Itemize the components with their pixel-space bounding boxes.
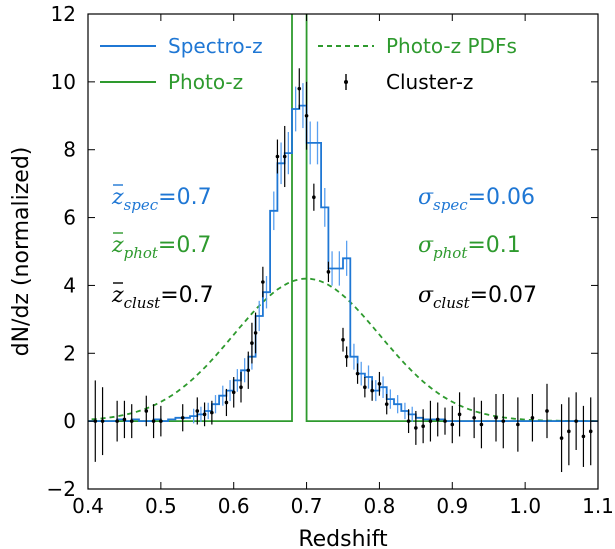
y-tick-label: 4 xyxy=(63,273,76,297)
cluster-point xyxy=(559,436,564,440)
y-tick-label: 8 xyxy=(63,138,76,162)
x-axis-label: Redshift xyxy=(298,527,388,549)
cluster-point xyxy=(574,419,578,423)
cluster-point xyxy=(261,280,265,284)
cluster-point xyxy=(581,434,586,439)
cluster-point xyxy=(567,429,571,434)
y-tick-label: 0 xyxy=(63,409,76,433)
cluster-point xyxy=(501,419,506,423)
cluster-point xyxy=(129,419,134,423)
y-tick-label: 12 xyxy=(51,2,76,26)
y-tick-label: 6 xyxy=(63,206,76,230)
y-tick-label: −2 xyxy=(47,477,76,501)
stat-z-phot: zphot=0.7 xyxy=(111,233,211,262)
cluster-point xyxy=(341,337,345,342)
cluster-point xyxy=(494,415,498,420)
cluster-point xyxy=(457,412,462,417)
cluster-point xyxy=(516,422,520,427)
cluster-point xyxy=(231,390,236,395)
cluster-point xyxy=(180,415,185,420)
cluster-point xyxy=(282,154,287,159)
series-photo-z-pdfs xyxy=(91,277,595,422)
cluster-point xyxy=(450,422,455,427)
cluster-point xyxy=(297,86,302,91)
legend-label: Spectro-z xyxy=(168,34,263,58)
x-tick-label: 0.4 xyxy=(72,494,104,518)
cluster-point xyxy=(370,388,374,393)
cluster-point xyxy=(406,419,411,423)
stat-z-clust: zclust=0.7 xyxy=(111,283,214,312)
cluster-point xyxy=(588,429,593,434)
plot-frame xyxy=(87,13,599,490)
cluster-point xyxy=(253,331,258,335)
cluster-point xyxy=(115,419,119,423)
y-tick-label: 10 xyxy=(51,70,76,94)
legend-label: Photo-z xyxy=(168,70,243,94)
series-spectro-z xyxy=(88,104,598,422)
cluster-point xyxy=(435,417,440,422)
cluster-point xyxy=(472,415,476,420)
statistics-annotations: zspec=0.7 zphot=0.7 zclust=0.7 σspec=0.06 σp… xyxy=(111,184,537,312)
legend: Spectro-z Photo-z PDFs Photo-z Cluster-z xyxy=(100,34,517,94)
axis-ticks: 0.4 0.5 0.6 0.7 0.8 0.9 1.0 1.1 −2 0 2 4 6 8 10 12 xyxy=(47,2,614,518)
cluster-point xyxy=(363,385,367,390)
x-tick-label: 0.7 xyxy=(291,494,323,518)
series-photo-z xyxy=(88,14,598,423)
cluster-point xyxy=(202,412,207,417)
cluster-point xyxy=(530,415,535,420)
x-tick-label: 0.9 xyxy=(436,494,468,518)
cluster-point xyxy=(144,409,149,413)
cluster-point xyxy=(428,419,433,423)
y-tick-label: 2 xyxy=(63,341,76,365)
x-tick-label: 0.8 xyxy=(364,494,396,518)
x-tick-label: 0.5 xyxy=(145,494,177,518)
legend-label: Photo-z PDFs xyxy=(386,34,517,58)
legend-label: Cluster-z xyxy=(386,70,473,94)
cluster-point xyxy=(250,341,254,345)
stat-sigma-clust: σclust=0.07 xyxy=(418,283,537,312)
cluster-point xyxy=(421,424,425,429)
cluster-point xyxy=(344,354,349,359)
cluster-point xyxy=(479,422,484,427)
legend-swatch-dot xyxy=(344,80,348,84)
series-group xyxy=(88,14,598,473)
cluster-point xyxy=(246,368,251,373)
plot-area xyxy=(88,14,598,473)
cluster-point xyxy=(159,419,163,423)
cluster-point xyxy=(151,419,156,423)
cluster-point xyxy=(326,270,331,274)
cluster-point xyxy=(100,419,105,423)
x-tick-label: 1.0 xyxy=(509,494,541,518)
cluster-point xyxy=(210,410,214,415)
cluster-point xyxy=(545,409,549,413)
x-tick-label: 1.1 xyxy=(582,494,614,518)
cluster-point xyxy=(443,419,447,423)
cluster-point xyxy=(304,113,309,118)
cluster-point xyxy=(414,426,418,430)
stat-z-spec: zspec=0.7 xyxy=(111,185,212,214)
cluster-point xyxy=(239,385,243,390)
cluster-point xyxy=(224,400,229,405)
stat-sigma-phot: σphot=0.1 xyxy=(418,233,521,262)
cluster-point xyxy=(355,371,360,376)
cluster-point xyxy=(275,154,280,159)
y-axis-label: dN/dz (normalized) xyxy=(9,147,34,357)
x-tick-label: 0.6 xyxy=(218,494,250,518)
stat-sigma-spec: σspec=0.06 xyxy=(418,185,535,214)
cluster-point xyxy=(93,419,98,423)
cluster-point xyxy=(195,409,200,413)
cluster-point xyxy=(122,417,127,422)
cluster-point xyxy=(312,195,316,200)
cluster-point xyxy=(384,402,389,406)
cluster-point xyxy=(377,382,382,386)
